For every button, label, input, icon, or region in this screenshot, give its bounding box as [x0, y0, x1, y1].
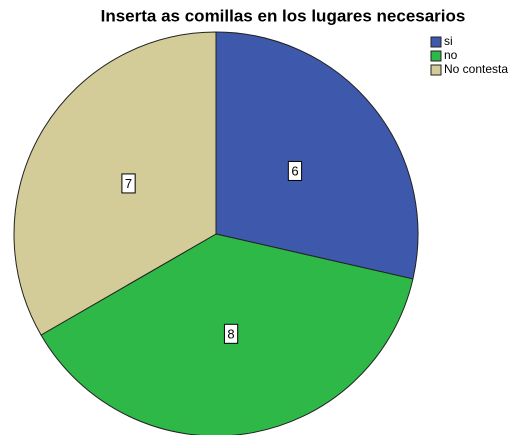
pie-slice — [215, 31, 419, 280]
chart-title: Inserta as comillas en los lugares neces… — [101, 6, 466, 25]
legend-text: No contesta — [444, 62, 508, 76]
value-label: 8 — [227, 326, 234, 341]
legend-swatch — [430, 64, 442, 76]
value-label-box — [287, 160, 303, 181]
legend-swatch — [430, 36, 442, 48]
value-label: 7 — [125, 176, 132, 191]
pie-slice — [13, 31, 217, 336]
value-label-group: 8 — [223, 323, 239, 344]
legend-text: si — [444, 34, 453, 48]
legend-swatch — [430, 50, 442, 62]
value-label-box — [121, 173, 136, 194]
value-label-group: 6 — [287, 160, 303, 181]
value-label-group: 7 — [121, 173, 136, 194]
legend-text: no — [444, 48, 458, 62]
value-label-box — [223, 323, 239, 344]
value-label: 6 — [291, 163, 298, 178]
